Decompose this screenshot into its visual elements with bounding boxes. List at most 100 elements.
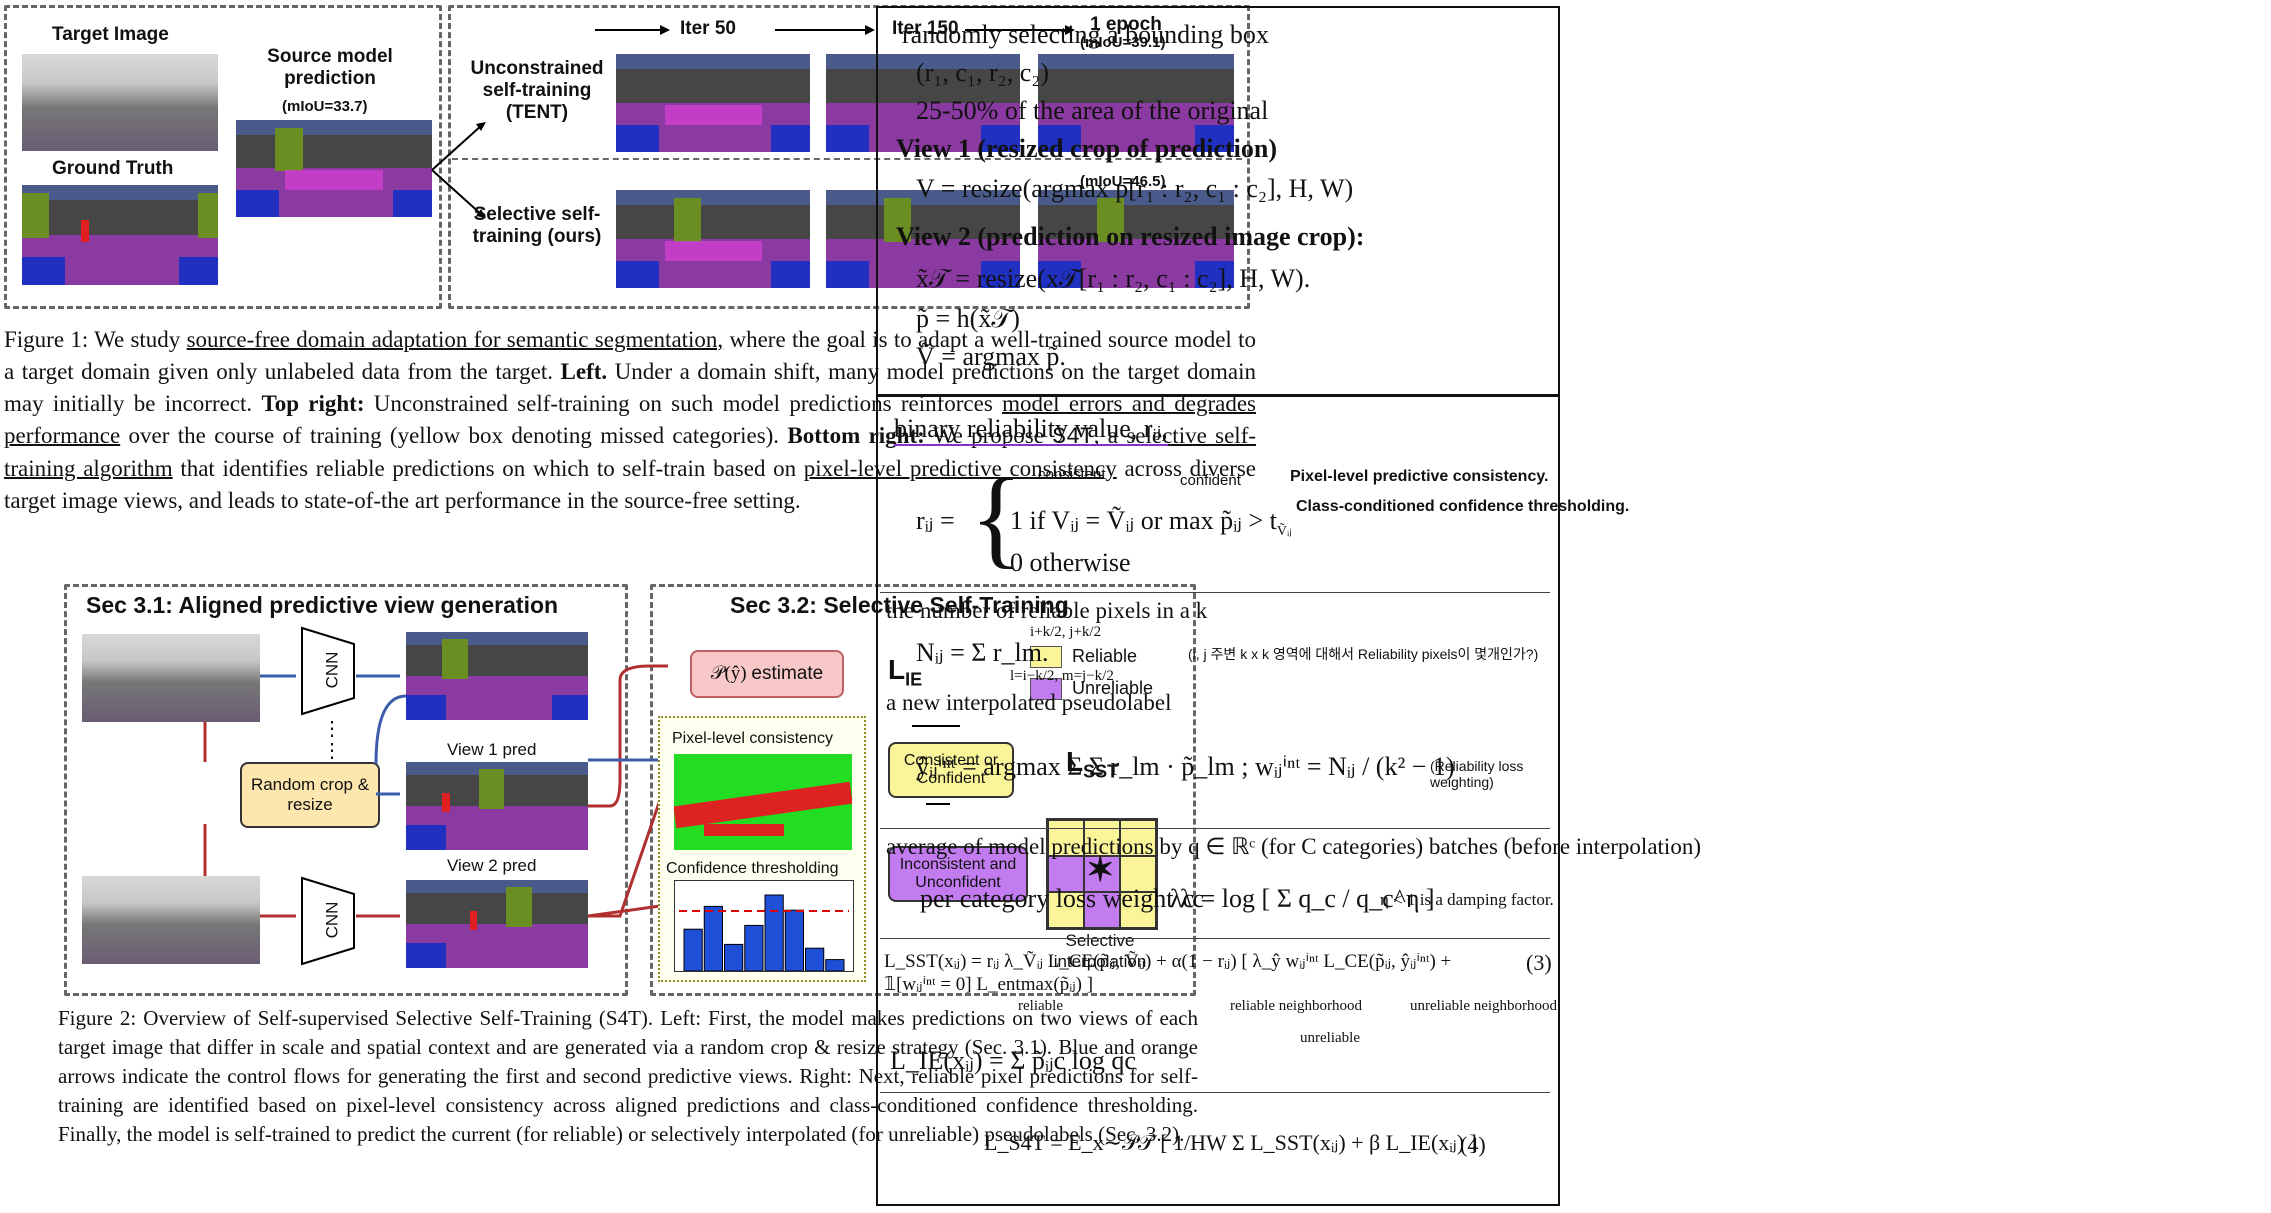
ours-iter150 — [826, 190, 1020, 288]
iter50-label: Iter 50 — [680, 18, 736, 39]
rij-case1: 1 if Vᵢⱼ = Ṽᵢⱼ or max p̃ᵢⱼ > tṼᵢⱼ — [1010, 506, 1292, 540]
histogram-bar — [784, 909, 804, 971]
ls4t-eq: L_S4T = E_x∼𝒫𝒯 [ 1/HW Σ L_SST(xᵢⱼ) + β L… — [984, 1130, 1477, 1155]
fig1-row-divider — [452, 158, 1242, 160]
nij-eq: Nᵢⱼ = Σ r_lm. — [916, 638, 1049, 667]
sec32-title: Sec 3.2: Selective Self-Training — [730, 592, 1069, 618]
fig2-caption: Figure 2: Overview of Self-supervised Se… — [58, 1006, 1198, 1146]
ground-truth-label: Ground Truth — [52, 158, 174, 179]
divider-2 — [880, 828, 1550, 829]
fig1-split-arrows — [431, 122, 486, 218]
rel-loss-note: (Reliability loss weighting) — [1430, 758, 1524, 790]
tent-iter150 — [826, 54, 1020, 152]
reliable-swatch — [1030, 646, 1062, 668]
view2-title: View 2 (prediction on resized image crop… — [896, 222, 1365, 251]
consistent-label: consistent — [1038, 466, 1106, 483]
view2-eq2: p̃ = h(x̃𝒯) — [916, 304, 1020, 333]
unreliable-brace-label: unreliable — [1300, 1030, 1360, 1046]
sec32-panel — [650, 584, 1196, 996]
l-sst-label: LSST — [1066, 746, 1119, 782]
l-ie-label: LIE — [888, 654, 923, 690]
yint-eq: ŷᵢⱼⁱⁿᵗ = argmax Σ Σ r_lm · p̃_lm ; wᵢⱼⁱⁿ… — [916, 752, 1455, 781]
conf-thresh-label: Confidence thresholding — [666, 860, 839, 877]
view1-eq: V = resize(argmax p[r₁ : r₂, c₁ : c₂], H… — [916, 174, 1354, 203]
view2-pred — [406, 880, 588, 968]
source-pred-image — [236, 120, 432, 217]
rij-lhs: rᵢⱼ = — [916, 506, 955, 535]
notes-thick-divider — [876, 394, 1558, 397]
tent-epoch — [1038, 54, 1234, 152]
ground-truth-image — [22, 185, 218, 285]
num-reliable: the number of reliable pixels in a k — [886, 598, 1208, 623]
pixel-note: Pixel-level predictive consistency. — [1290, 468, 1549, 485]
interp-grid — [1046, 818, 1158, 930]
tent-iter50 — [616, 54, 810, 152]
ours-iter50 — [616, 190, 810, 288]
note-area: 25-50% of the area of the original — [916, 96, 1269, 125]
avg-pred: average of model predictions by q ∈ ℝᶜ (… — [886, 834, 1701, 859]
source-pred-title: Source model prediction — [267, 46, 393, 89]
fig1-right-panel — [448, 5, 1250, 309]
target-image — [22, 54, 218, 151]
histogram-bar — [805, 947, 825, 971]
divider-1 — [880, 592, 1550, 593]
view0-pred — [406, 632, 588, 720]
confident-label: confident — [1180, 472, 1241, 489]
class-note: Class-conditioned confidence thresholdin… — [1296, 498, 1630, 515]
interp-arrows-icon: ✶ — [1086, 851, 1115, 889]
rij-case2: 0 otherwise — [1010, 548, 1131, 577]
korean-note: (i, j 주변 k x k 영역에 대해서 Reliability pixel… — [1188, 646, 1539, 662]
sec31-title: Sec 3.1: Aligned predictive view generat… — [86, 592, 559, 618]
miou-top: (mIoU=39.1) — [1080, 34, 1166, 51]
reliable-brace-label: reliable — [1018, 998, 1063, 1014]
lsst-eq: L_SST(xᵢⱼ) = rᵢⱼ λ_Ṽᵢⱼ L_CE(p̃ᵢⱼ, Ṽᵢⱼ) +… — [884, 951, 1452, 995]
iter150-label: Iter 150 — [892, 18, 959, 39]
binary-rel: binary reliability value, rᵢⱼ, — [894, 414, 1168, 446]
nij-limits-bot: l=i−k/2, m=j−k/2 — [1010, 668, 1114, 684]
cat-weight: per category loss weight λc — [920, 884, 1205, 913]
histogram-bar — [683, 928, 703, 971]
eq3-number: (3) — [1526, 950, 1552, 975]
consistent-box: Consistent or Confident — [888, 742, 1014, 798]
view2-eq3: Ṽ = argmax p̃. — [916, 342, 1066, 371]
histogram-bar — [825, 959, 845, 971]
histogram-bar — [703, 905, 723, 971]
rel-nbr-label: reliable neighborhood — [1230, 998, 1363, 1014]
reliable-legend: Reliable — [1072, 646, 1138, 666]
inconsistent-box: Inconsistent and Unconfident — [888, 846, 1028, 902]
estimate-box: 𝒫(ŷ) estimate — [690, 650, 844, 698]
rij-brace: { — [970, 456, 1023, 578]
note-bbox: randomly selecting a bounding box — [902, 20, 1269, 49]
note-coords: (r₁, c₁, r₂, c₂) — [916, 58, 1049, 87]
consistency-map — [674, 754, 852, 850]
notes-panel — [876, 6, 1560, 1206]
view1-label: View 1 pred — [447, 740, 537, 759]
divider-4 — [880, 1092, 1550, 1093]
histogram-bar — [724, 943, 744, 971]
view2-eq1: x̃𝒯 = resize(x𝒯[r₁ : r₂, c₁ : c₂], H, W)… — [916, 264, 1311, 293]
lie-eq: L_IE(xᵢⱼ) = Σ p̃ᵢⱼc log qc — [890, 1046, 1136, 1075]
fig1-caption: Figure 1: We study source-free domain ad… — [4, 327, 1257, 513]
input-image-1 — [82, 634, 260, 722]
lambda-eq: λc = log [ Σ q_c / q_c^η ] — [1170, 884, 1435, 913]
cnn-block-1: CNN — [300, 626, 356, 716]
unconstrained-label: Unconstrained self-training (TENT) — [470, 58, 604, 123]
view1-title: View 1 (resized crop of prediction) — [896, 134, 1278, 163]
unreliable-swatch — [1030, 678, 1062, 700]
histogram-bar — [764, 894, 784, 971]
divider-3 — [880, 938, 1550, 939]
unreliable-legend: Unreliable — [1072, 678, 1154, 698]
damping-note: η < 1 is a damping factor. — [1380, 890, 1554, 909]
selective-label: Selective self-training (ours) — [472, 204, 602, 247]
nij-limits-top: i+k/2, j+k/2 — [1030, 624, 1102, 640]
ours-epoch — [1038, 190, 1234, 288]
epoch-label: 1 epoch — [1090, 14, 1162, 35]
source-pred-miou: (mIoU=33.7) — [282, 98, 368, 115]
fig1-left-panel — [4, 5, 442, 309]
target-image-label: Target Image — [52, 24, 169, 45]
random-crop-box: Random crop & resize — [240, 762, 380, 828]
eq4-number: (4) — [1460, 1132, 1486, 1157]
histogram-bar — [744, 924, 764, 971]
input-image-2 — [82, 876, 260, 964]
miou-bottom: (mIoU=46.5) — [1080, 173, 1166, 190]
